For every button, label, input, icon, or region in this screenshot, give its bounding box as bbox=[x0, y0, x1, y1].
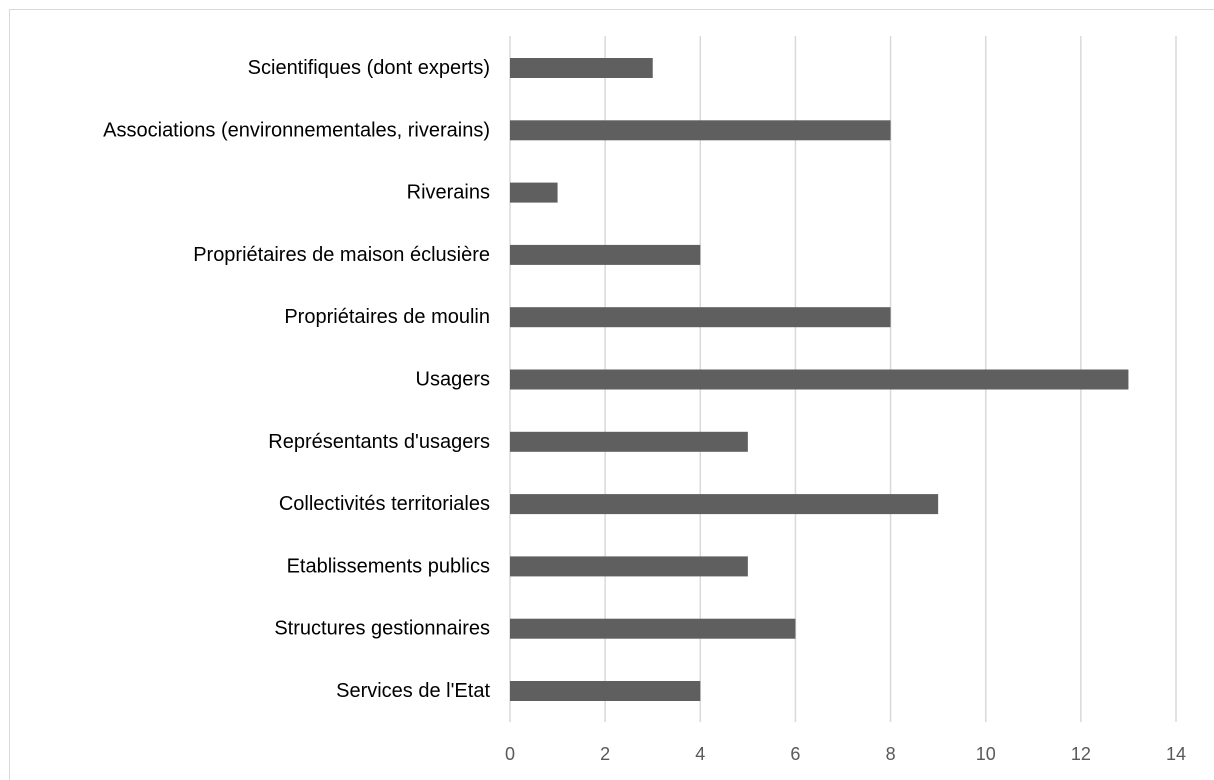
category-label: Structures gestionnaires bbox=[274, 618, 490, 640]
bar bbox=[510, 431, 748, 452]
category-label: Propriétaires de moulin bbox=[284, 306, 490, 328]
bar bbox=[510, 120, 891, 141]
x-tick-label: 6 bbox=[790, 744, 800, 764]
bar bbox=[510, 58, 653, 78]
category-label: Services de l'Etat bbox=[336, 680, 490, 702]
bars bbox=[510, 58, 1129, 701]
category-label: Propriétaires de maison éclusière bbox=[193, 244, 490, 266]
category-label: Associations (environnementales, riverai… bbox=[103, 119, 490, 141]
bar bbox=[510, 182, 558, 203]
category-label: Collectivités territoriales bbox=[279, 493, 490, 515]
x-tick-label: 4 bbox=[695, 744, 705, 764]
bar bbox=[510, 244, 701, 265]
category-labels: Scientifiques (dont experts) Associations… bbox=[103, 57, 490, 702]
x-tick-label: 0 bbox=[505, 744, 515, 764]
bar bbox=[510, 556, 748, 577]
bar bbox=[510, 307, 891, 328]
x-tick-label: 14 bbox=[1166, 744, 1186, 764]
category-label: Représentants d'usagers bbox=[268, 431, 490, 453]
x-tick-label: 10 bbox=[976, 744, 996, 764]
bar bbox=[510, 494, 939, 515]
bar bbox=[510, 681, 701, 701]
category-label: Etablissements publics bbox=[287, 555, 490, 577]
x-tick-label: 12 bbox=[1071, 744, 1091, 764]
x-tick-label: 8 bbox=[886, 744, 896, 764]
x-tick-label: 2 bbox=[600, 744, 610, 764]
x-axis-ticks: 0 2 4 6 8 10 12 14 bbox=[505, 744, 1186, 764]
bar bbox=[510, 618, 796, 639]
category-label: Scientifiques (dont experts) bbox=[248, 57, 490, 79]
bar bbox=[510, 369, 1129, 390]
category-label: Riverains bbox=[407, 182, 490, 204]
category-label: Usagers bbox=[416, 369, 490, 391]
